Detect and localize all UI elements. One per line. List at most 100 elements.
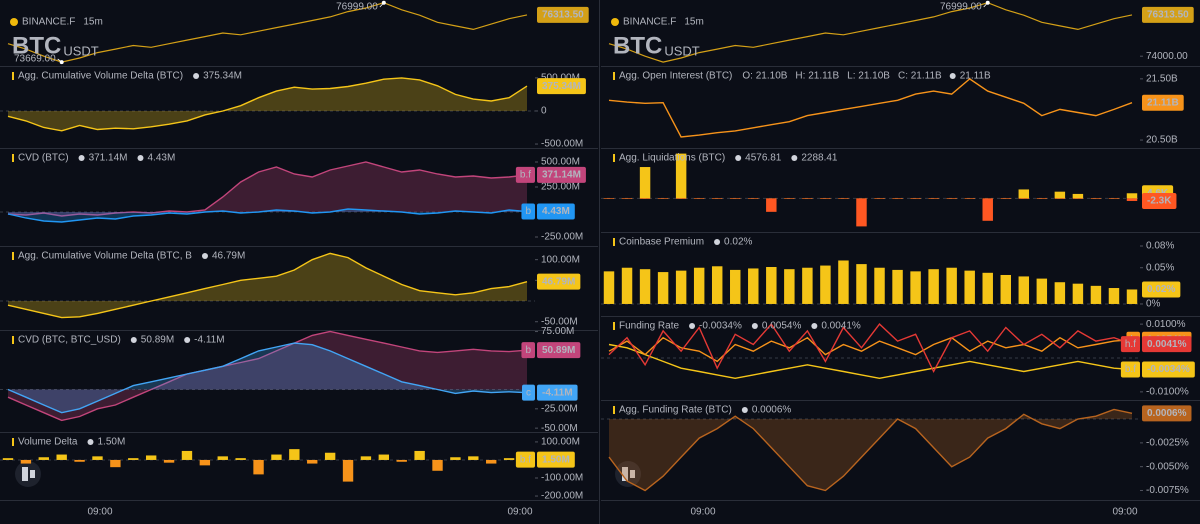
bar — [892, 198, 903, 199]
panel-title: CVD (BTC, BTC_USD) — [18, 335, 121, 346]
legend-value: -4.11M — [194, 335, 224, 346]
series-tag-box — [521, 203, 535, 220]
low-leader — [57, 58, 62, 63]
bar — [468, 456, 479, 460]
bar — [1054, 282, 1066, 304]
bar — [503, 458, 515, 460]
bar — [802, 198, 813, 199]
series-line — [7, 2, 528, 63]
title-marker — [12, 72, 14, 80]
panel-title: Agg. Open Interest (BTC) — [619, 71, 732, 82]
series-line — [7, 330, 528, 422]
bar — [748, 268, 759, 304]
bar — [1126, 193, 1138, 199]
value-badge-label: 21.11B — [1147, 97, 1179, 108]
bar — [711, 198, 723, 199]
value-badge — [1142, 6, 1194, 23]
legend-value: 371.14M — [89, 153, 128, 164]
bar — [235, 458, 246, 460]
area-fill — [8, 343, 527, 413]
bar — [838, 260, 849, 304]
bar — [128, 458, 139, 460]
bar — [802, 267, 813, 304]
bar — [199, 459, 211, 466]
bar — [432, 459, 443, 471]
value-badge — [1142, 405, 1192, 422]
value-badge — [537, 6, 589, 23]
bar — [1018, 276, 1030, 304]
bar — [342, 459, 354, 482]
bar — [711, 266, 723, 304]
value-badge — [1142, 281, 1181, 298]
bar — [1018, 189, 1030, 199]
legend-value: O: 21.10B — [742, 71, 787, 82]
value-badge-label: -0.0034% — [1147, 364, 1190, 375]
bar — [657, 272, 669, 304]
y-tick-label: -50.00M — [541, 423, 578, 434]
bar — [784, 198, 795, 199]
y-tick-label: -25.00M — [541, 403, 578, 414]
y-tick-label: 0.0100% — [1146, 319, 1186, 330]
series-line — [608, 78, 1133, 138]
series-tag-box — [1120, 336, 1140, 353]
bar — [181, 450, 193, 460]
x-tick-label: 09:00 — [87, 507, 112, 518]
value-badge-label: 46.79M — [542, 276, 575, 287]
bar — [603, 198, 615, 199]
series-tag: b.f — [1125, 364, 1136, 375]
bar — [639, 198, 651, 199]
legend-value: 4576.81 — [745, 153, 782, 164]
bar — [639, 269, 651, 304]
bar — [1072, 193, 1084, 199]
bar — [730, 269, 741, 304]
title-marker — [613, 72, 615, 80]
value-badge — [537, 342, 581, 359]
title-marker — [613, 238, 615, 246]
value-badge — [537, 203, 575, 220]
bar — [639, 167, 651, 199]
bar — [856, 198, 867, 227]
value-badge — [537, 166, 586, 183]
legend-value: 46.79M — [212, 251, 245, 262]
y-tick-label: 100.00M — [541, 254, 580, 265]
series-line — [608, 336, 1133, 363]
panel: 74000.00 76313.50 BINANCE.F 15m BTC USDT 76999… — [608, 0, 1194, 63]
y-tick-label: 21.50B — [1146, 73, 1178, 84]
legend-icon — [791, 155, 798, 161]
bar — [396, 459, 407, 462]
title-marker — [613, 406, 615, 414]
bar — [74, 459, 85, 462]
title-marker — [613, 322, 615, 330]
value-badge-label: 371.14M — [542, 170, 581, 181]
bar — [838, 198, 849, 199]
quote: USDT — [63, 43, 98, 58]
series-line — [7, 208, 528, 223]
value-badge — [1142, 94, 1184, 111]
bar — [964, 198, 975, 199]
title-marker — [12, 154, 14, 162]
x-tick-label: 09:00 — [507, 507, 532, 518]
y-tick-label: 100.00M — [541, 437, 580, 448]
panel: 0.08% 0.05% 0% 0.02% Coinbase Premium 0.02% — [601, 237, 1181, 310]
y-tick-label: -0.0050% — [1146, 461, 1189, 472]
bar — [1054, 198, 1066, 199]
legend-value: 375.34M — [203, 71, 242, 82]
value-badge — [1142, 361, 1195, 378]
legend-icon — [201, 253, 208, 259]
panel-title: Agg. Cumulative Volume Delta (BTC) — [18, 71, 183, 82]
bar — [253, 459, 264, 475]
panel: 76313.50 BINANCE.F 15m BTC USDT 76999.00 73669… — [7, 0, 589, 65]
legend-value: 4.43M — [147, 153, 175, 164]
legend-value: L: 21.10B — [847, 71, 890, 82]
series-line — [7, 161, 528, 217]
legend-icon — [735, 155, 742, 161]
bar — [38, 457, 49, 460]
title-marker — [613, 154, 615, 162]
bar — [378, 454, 390, 460]
legend-icon — [689, 323, 696, 329]
panel-title: Coinbase Premium — [619, 237, 704, 248]
bar — [1090, 285, 1102, 304]
series-tag: h.f — [1125, 339, 1136, 350]
bar — [307, 459, 318, 464]
bar — [1108, 288, 1120, 304]
